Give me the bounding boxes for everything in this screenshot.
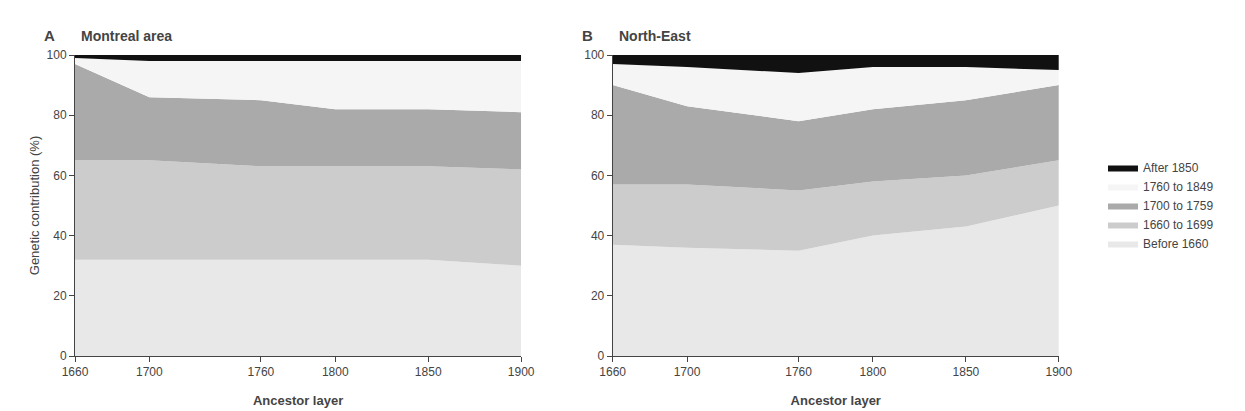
svg-text:1900: 1900 [508, 365, 535, 379]
svg-text:Ancestor layer: Ancestor layer [791, 393, 881, 408]
svg-text:Ancestor layer: Ancestor layer [253, 393, 343, 408]
svg-text:100: 100 [47, 48, 67, 62]
svg-text:20: 20 [53, 289, 67, 303]
svg-text:1660: 1660 [62, 365, 89, 379]
svg-text:B: B [582, 27, 593, 44]
svg-text:1700: 1700 [674, 365, 701, 379]
svg-text:A: A [44, 27, 55, 44]
svg-text:80: 80 [53, 108, 67, 122]
svg-text:1800: 1800 [322, 365, 349, 379]
svg-text:1800: 1800 [860, 365, 887, 379]
svg-text:Montreal area: Montreal area [81, 28, 172, 44]
svg-text:1850: 1850 [953, 365, 980, 379]
svg-text:0: 0 [60, 349, 67, 363]
svg-text:1660: 1660 [599, 365, 626, 379]
svg-text:North-East: North-East [619, 28, 691, 44]
svg-text:1660 to 1699: 1660 to 1699 [1143, 218, 1213, 232]
svg-text:After 1850: After 1850 [1143, 161, 1199, 175]
svg-text:1850: 1850 [415, 365, 442, 379]
svg-text:1760 to 1849: 1760 to 1849 [1143, 180, 1213, 194]
svg-text:1700 to 1759: 1700 to 1759 [1143, 199, 1213, 213]
svg-text:1760: 1760 [785, 365, 812, 379]
svg-text:60: 60 [53, 169, 67, 183]
svg-text:Genetic contribution (%): Genetic contribution (%) [27, 136, 42, 275]
svg-text:1900: 1900 [1045, 365, 1072, 379]
svg-text:40: 40 [591, 229, 605, 243]
svg-text:60: 60 [591, 169, 605, 183]
svg-text:80: 80 [591, 108, 605, 122]
svg-text:20: 20 [591, 289, 605, 303]
svg-text:100: 100 [584, 48, 604, 62]
svg-text:1760: 1760 [248, 365, 275, 379]
svg-text:0: 0 [598, 349, 605, 363]
svg-text:40: 40 [53, 229, 67, 243]
svg-text:1700: 1700 [136, 365, 163, 379]
svg-text:Before 1660: Before 1660 [1143, 237, 1209, 251]
